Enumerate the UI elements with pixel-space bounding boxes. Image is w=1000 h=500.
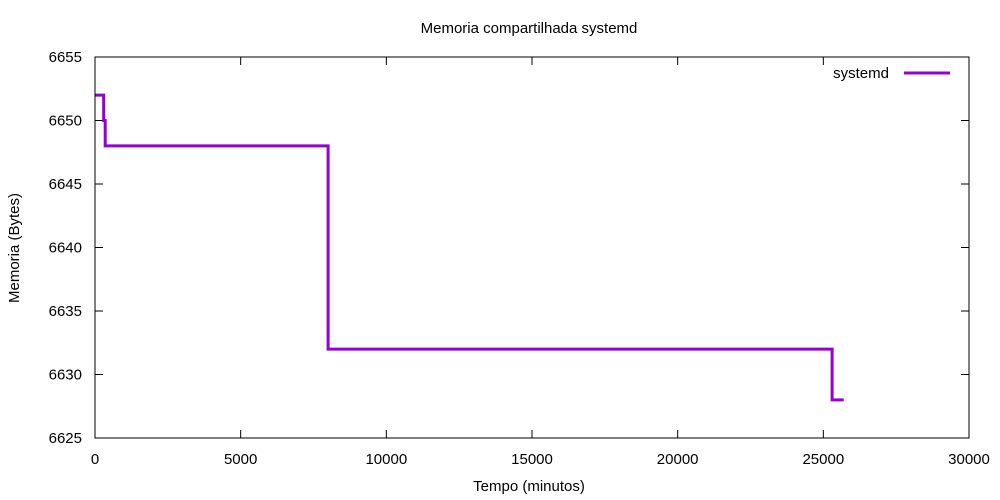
x-tick-label-4: 20000 — [657, 451, 699, 468]
x-tick-label-2: 10000 — [365, 451, 407, 468]
chart-title: Memoria compartilhada systemd — [421, 20, 638, 37]
x-axis-label: Tempo (minutos) — [473, 478, 585, 495]
y-tick-label-3: 6640 — [49, 240, 82, 257]
x-tick-label-6: 30000 — [948, 451, 990, 468]
plot-series — [95, 93, 844, 402]
y-axis-label: Memoria (Bytes) — [6, 193, 23, 303]
plot-frame — [94, 56, 970, 439]
x-tick-label-0: 0 — [91, 451, 99, 468]
y-tick-label-5: 6650 — [49, 113, 82, 130]
y-tick-label-1: 6630 — [49, 367, 82, 384]
y-tick-label-0: 6625 — [49, 430, 82, 447]
x-tick-label-5: 25000 — [802, 451, 844, 468]
y-tick-label-2: 6635 — [49, 303, 82, 320]
legend-label-systemd: systemd — [833, 65, 889, 82]
y-tick-label-6: 6655 — [49, 49, 82, 66]
axis-ticks: 0 5000 10000 15000 20000 25000 30000 6625 6630 66… — [49, 49, 990, 468]
legend: systemd — [833, 65, 950, 82]
x-tick-label-1: 5000 — [224, 451, 257, 468]
x-tick-label-3: 15000 — [511, 451, 553, 468]
y-tick-label-4: 6645 — [49, 176, 82, 193]
series-line-systemd — [95, 93, 844, 402]
